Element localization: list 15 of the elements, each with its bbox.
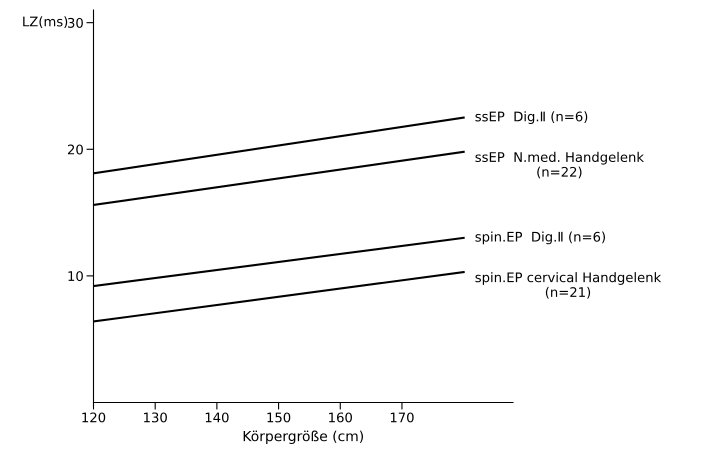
series-label: ssEP N.med. Handgelenk (n=22) [475,152,644,178]
y-tick-label: 20 [68,144,83,154]
series-label: spin.EP Dig.Ⅱ (n=6) [475,232,605,244]
x-tick-label: 130 [144,412,167,422]
y-tick-label: 10 [68,271,83,282]
series-label: ssEP Dig.Ⅱ (n=6) [475,111,588,124]
y-tick-label: 30 [68,18,83,28]
x-tick-label: 120 [82,412,106,422]
x-tick-label: 140 [206,412,229,422]
x-tick-label: 170 [390,412,414,422]
x-axis-title: Körpergröße (cm) [244,430,363,444]
x-tick-label: 160 [329,412,352,422]
series-label: spin.EP cervical Handgelenk (n=21) [475,272,662,299]
x-tick-label: 150 [267,412,290,422]
y-axis-title: LZ(ms) [23,16,68,28]
